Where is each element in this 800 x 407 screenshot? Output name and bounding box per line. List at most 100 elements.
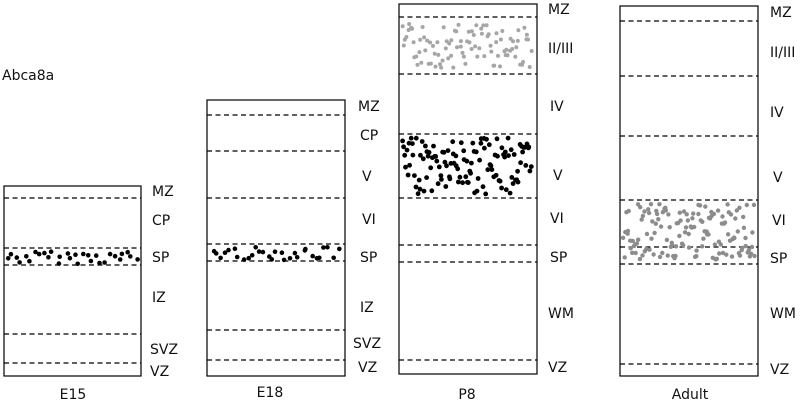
expression-dot — [241, 257, 247, 262]
expression-dot — [419, 139, 425, 144]
expression-dot — [281, 257, 287, 263]
expression-dot — [478, 140, 484, 146]
expression-dot — [33, 249, 38, 255]
stage-label: Adult — [672, 387, 709, 403]
expression-dot — [686, 245, 692, 250]
layer-label-mz: MZ — [548, 2, 570, 18]
expression-dot — [57, 254, 62, 260]
expression-dot — [428, 61, 433, 66]
expression-dot — [477, 157, 482, 163]
expression-dot — [458, 39, 463, 44]
expression-dot — [692, 224, 697, 230]
layer-label-v: V — [773, 170, 783, 186]
expression-dot — [75, 261, 80, 267]
expression-dot — [440, 58, 445, 63]
expression-dot — [458, 140, 464, 146]
expression-dot — [439, 65, 444, 70]
expression-dot — [445, 148, 451, 154]
expression-dot — [484, 136, 489, 142]
expression-dot — [112, 253, 118, 259]
expression-dot — [401, 144, 406, 150]
expression-dot — [640, 213, 646, 219]
expression-dot — [451, 65, 456, 70]
expression-dot — [310, 253, 316, 259]
expression-dot — [636, 237, 641, 242]
expression-dot — [213, 251, 219, 256]
layer-label-cp: CP — [152, 213, 170, 229]
expression-dot — [515, 38, 520, 43]
column-p8: MZ II/III IV V VI SP WM VZ P8 — [398, 2, 574, 403]
expression-dot — [433, 154, 439, 159]
expression-dot — [703, 204, 708, 209]
expression-dot — [460, 180, 465, 186]
expression-dot — [412, 173, 417, 179]
expression-dot — [733, 216, 738, 221]
expression-dot — [455, 166, 461, 172]
expression-dot — [449, 53, 454, 58]
expression-dot — [684, 212, 689, 217]
expression-dot — [260, 249, 266, 255]
expression-dot — [660, 250, 665, 256]
expression-dot — [528, 164, 534, 170]
expression-dot — [725, 202, 730, 207]
expression-dot — [460, 50, 465, 55]
expression-dot — [652, 230, 657, 236]
layer-label-iz: IZ — [152, 290, 166, 306]
expression-dot — [417, 50, 422, 55]
expression-dot — [507, 190, 513, 196]
expression-dot — [489, 167, 495, 173]
expression-dots-ii-iii — [400, 22, 534, 70]
expression-dot — [125, 249, 130, 255]
expression-dot — [456, 179, 461, 185]
expression-dot — [494, 40, 499, 45]
expression-dot — [415, 191, 421, 197]
expression-dot — [749, 244, 755, 250]
expression-dot — [735, 229, 740, 234]
expression-dot — [504, 47, 509, 52]
layer-label-svz: SVZ — [150, 342, 178, 358]
expression-dot — [746, 247, 752, 253]
expression-dot — [516, 28, 521, 33]
expression-dot — [480, 184, 486, 190]
expression-dot — [673, 253, 678, 259]
expression-dot — [750, 230, 755, 235]
expression-dot — [696, 211, 701, 217]
expression-dot — [493, 172, 499, 178]
expression-dot — [438, 62, 442, 67]
layer-label-vz: VZ — [150, 364, 169, 380]
expression-dot — [463, 61, 468, 66]
expression-dot — [65, 251, 71, 256]
expression-dot — [508, 147, 514, 153]
expression-dot — [728, 212, 734, 217]
expression-dot — [637, 256, 643, 262]
expression-dot — [428, 165, 434, 171]
expression-dot — [488, 43, 493, 48]
expression-dot — [667, 225, 672, 230]
expression-dot — [457, 174, 463, 180]
expression-dot — [458, 44, 463, 49]
layer-label-vi: VI — [772, 213, 786, 229]
expression-dot — [496, 53, 500, 58]
expression-dot — [752, 253, 757, 259]
column-outline — [3, 185, 142, 377]
expression-dot — [56, 261, 62, 266]
expression-dot — [481, 23, 486, 28]
expression-dot — [407, 162, 412, 168]
expression-dots-sp — [5, 249, 140, 267]
expression-dot — [249, 253, 255, 258]
expression-dot — [682, 230, 688, 235]
expression-dot — [421, 188, 427, 194]
expression-dot — [423, 143, 428, 149]
expression-dot — [464, 158, 470, 164]
expression-dot — [468, 170, 473, 176]
expression-dot — [644, 231, 650, 237]
expression-dot — [117, 257, 123, 262]
expression-dot — [269, 257, 275, 262]
expression-dot — [470, 140, 476, 146]
expression-dot — [515, 179, 521, 185]
expression-dot — [657, 254, 663, 260]
expression-dot — [639, 217, 644, 222]
expression-dot — [475, 54, 480, 59]
layer-label-iz: IZ — [360, 300, 374, 316]
expression-dot — [432, 51, 437, 56]
